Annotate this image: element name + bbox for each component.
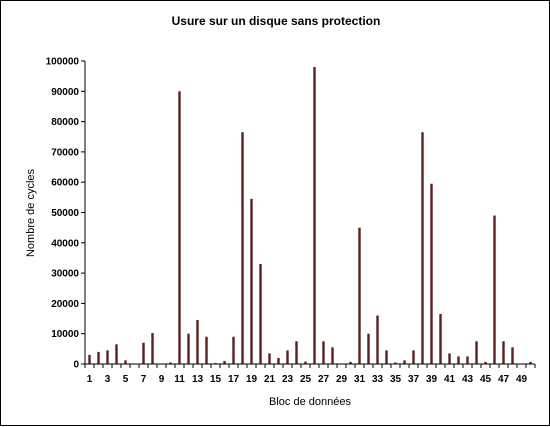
x-tick-label: 15 xyxy=(210,374,222,385)
x-tick-label: 27 xyxy=(318,374,330,385)
x-tick-label: 17 xyxy=(228,374,240,385)
y-tick-label: 40000 xyxy=(51,238,79,249)
bar-39 xyxy=(430,183,433,364)
bar-30 xyxy=(349,361,352,364)
y-tick-label: 30000 xyxy=(51,269,79,280)
bar-31 xyxy=(358,227,361,364)
bar-34 xyxy=(385,350,388,364)
bar-36 xyxy=(403,360,406,364)
bar-23 xyxy=(286,350,289,364)
x-tick-label: 5 xyxy=(123,374,129,385)
x-tick-label: 31 xyxy=(354,374,366,385)
x-tick-label: 1 xyxy=(87,374,93,385)
x-tick-label: 11 xyxy=(174,374,185,385)
bar-14 xyxy=(205,336,208,364)
x-tick-label: 39 xyxy=(426,374,438,385)
x-tick-label: 35 xyxy=(390,374,402,385)
x-tick-label: 3 xyxy=(105,374,111,385)
plot-area: 0 10000 20000 30000 40000 50000 60000 70000 8000… xyxy=(46,57,536,385)
bar-8 xyxy=(151,333,154,364)
y-tick-label: 100000 xyxy=(46,57,80,68)
bar-13 xyxy=(196,320,199,364)
bar-11 xyxy=(178,91,181,365)
bar-20 xyxy=(259,264,262,364)
x-tick-label: 21 xyxy=(264,374,276,385)
x-tick-label: 7 xyxy=(141,374,147,385)
bar-25 xyxy=(304,361,307,364)
bar-33 xyxy=(376,315,379,364)
x-tick-label: 41 xyxy=(444,374,456,385)
x-tick-label: 37 xyxy=(408,374,420,385)
bar-4 xyxy=(115,344,118,364)
x-tick-label: 47 xyxy=(498,374,510,385)
bar-48 xyxy=(511,347,514,364)
bar-12 xyxy=(187,333,190,364)
bar-27 xyxy=(322,341,325,364)
x-tick-label: 25 xyxy=(300,374,312,385)
x-tick-label: 23 xyxy=(282,374,294,385)
x-tick-label: 33 xyxy=(372,374,384,385)
y-tick-label: 90000 xyxy=(51,87,79,98)
bar-16 xyxy=(223,360,226,364)
bar-38 xyxy=(421,132,424,364)
y-tick-label: 70000 xyxy=(51,147,79,158)
bar-46 xyxy=(493,215,496,364)
x-tick-label: 43 xyxy=(462,374,474,385)
bar-32 xyxy=(367,333,370,364)
x-tick-label: 13 xyxy=(192,374,204,385)
chart-title: Usure sur un disque sans protection xyxy=(172,14,381,28)
bar-42 xyxy=(457,356,460,364)
y-tick-label: 10000 xyxy=(51,329,79,340)
bar-35 xyxy=(394,362,397,364)
bar-41 xyxy=(448,353,451,364)
bar-50 xyxy=(529,361,532,364)
bar-17 xyxy=(232,336,235,364)
bar-1 xyxy=(88,354,91,364)
bar-24 xyxy=(295,341,298,364)
bar-18 xyxy=(241,132,244,364)
x-tick-label: 19 xyxy=(246,374,258,385)
x-tick-label: 9 xyxy=(159,374,165,385)
bar-22 xyxy=(277,357,280,364)
bar-3 xyxy=(106,350,109,364)
bar-47 xyxy=(502,341,505,364)
x-tick-label: 49 xyxy=(516,374,528,385)
y-tick-label: 60000 xyxy=(51,178,79,189)
bar-2 xyxy=(97,351,100,364)
y-tick-label: 80000 xyxy=(51,117,79,128)
y-tick-label: 20000 xyxy=(51,299,79,310)
bar-5 xyxy=(124,360,127,364)
y-tick-label: 0 xyxy=(73,360,79,371)
y-tick-label: 50000 xyxy=(51,208,79,219)
bar-28 xyxy=(331,347,334,364)
x-axis-label: Bloc de données xyxy=(269,396,351,408)
x-tick-label: 45 xyxy=(480,374,492,385)
bar-21 xyxy=(268,353,271,364)
bar-10 xyxy=(169,362,172,364)
bar-26 xyxy=(313,67,316,364)
bar-40 xyxy=(439,314,442,364)
bar-43 xyxy=(466,356,469,364)
bar-19 xyxy=(250,198,253,364)
y-axis-label: Nombre de cycles xyxy=(25,168,37,257)
bar-44 xyxy=(475,341,478,364)
bar-45 xyxy=(484,361,487,364)
x-tick-label: 29 xyxy=(336,374,348,385)
bar-7 xyxy=(142,342,145,364)
bar-37 xyxy=(412,350,415,364)
